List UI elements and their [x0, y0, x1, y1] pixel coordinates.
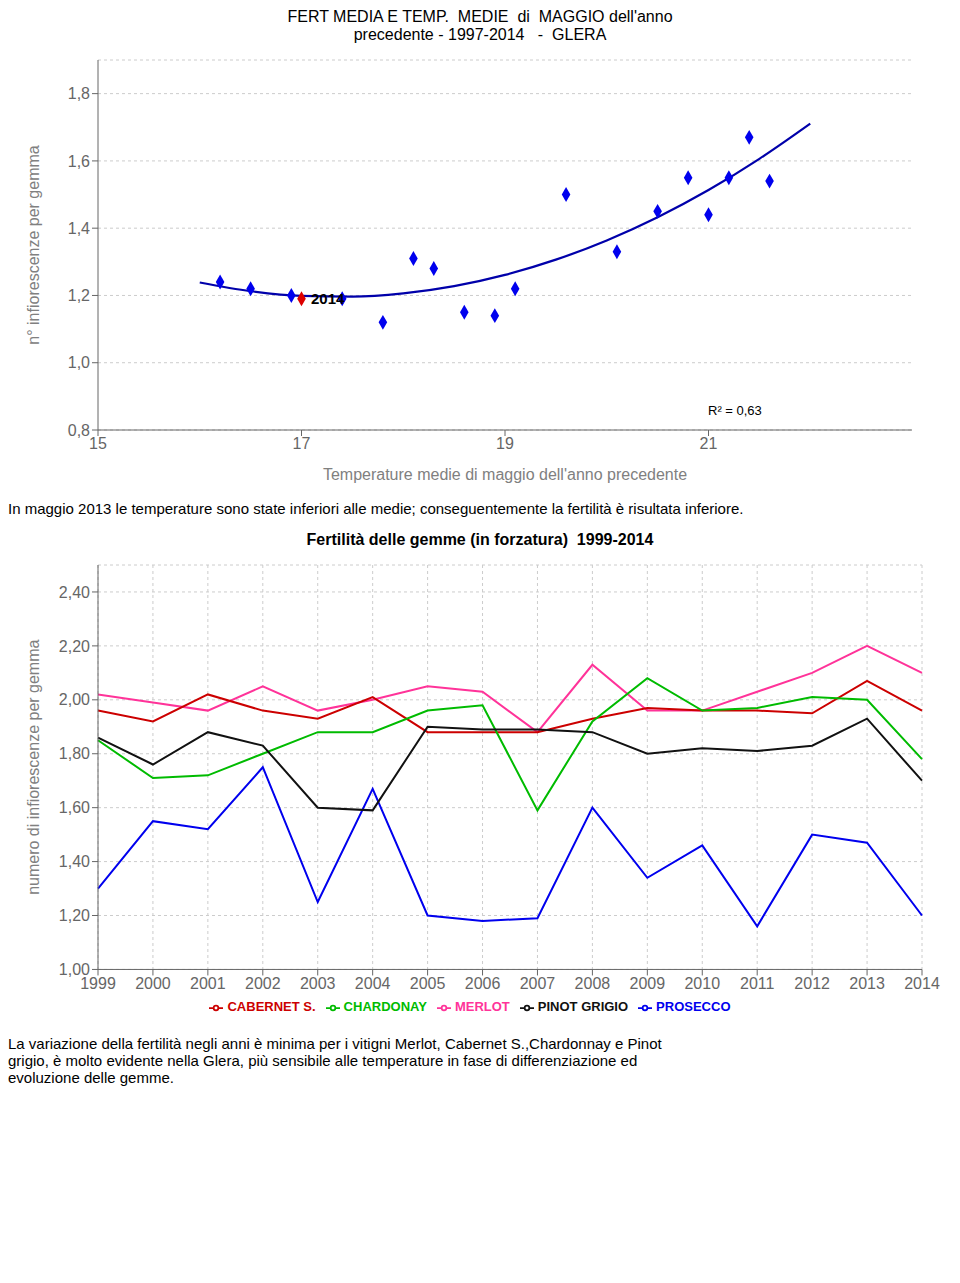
svg-text:2004: 2004: [355, 975, 391, 992]
svg-text:2014: 2014: [311, 290, 345, 307]
svg-text:2006: 2006: [465, 975, 501, 992]
html-text:CHARDONAY: CHARDONAY: [343, 999, 427, 1015]
svg-text:2003: 2003: [300, 975, 336, 992]
svg-text:1,2: 1,2: [68, 287, 90, 304]
svg-text:1,4: 1,4: [68, 220, 90, 237]
svg-text:2,00: 2,00: [59, 691, 90, 708]
svg-text:21: 21: [700, 435, 718, 452]
svg-text:2,20: 2,20: [59, 638, 90, 655]
svg-text:2013: 2013: [849, 975, 885, 992]
svg-text:15: 15: [89, 435, 107, 452]
html-text:precedente - 1997-2014 - GLERA: precedente - 1997-2014 - GLERA: [353, 26, 607, 43]
svg-text:2001: 2001: [190, 975, 226, 992]
html-text:PROSECCO: PROSECCO: [656, 999, 731, 1015]
svg-text:1,40: 1,40: [59, 853, 90, 870]
svg-text:1,0: 1,0: [68, 354, 90, 371]
svg-text:0,8: 0,8: [68, 422, 90, 439]
svg-text:2014: 2014: [904, 975, 940, 992]
svg-text:2010: 2010: [684, 975, 720, 992]
svg-text:2008: 2008: [575, 975, 611, 992]
html-text:FERT MEDIA E TEMP. MEDIE di MA: FERT MEDIA E TEMP. MEDIE di MAGGIO dell'…: [287, 8, 673, 25]
svg-text:1,00: 1,00: [59, 961, 90, 978]
html-text:CABERNET S.: CABERNET S.: [227, 999, 316, 1015]
svg-text:2007: 2007: [520, 975, 556, 992]
html-text:In maggio 2013 le temperature: In maggio 2013 le temperature sono state…: [8, 500, 744, 517]
svg-text:1,8: 1,8: [68, 85, 90, 102]
svg-text:2012: 2012: [794, 975, 830, 992]
svg-text:2002: 2002: [245, 975, 281, 992]
html-text:MERLOT: MERLOT: [454, 999, 510, 1015]
svg-text:numero di infiorescenze per ge: numero di infiorescenze per gemma: [25, 640, 42, 895]
svg-text:2009: 2009: [630, 975, 666, 992]
html-text:R² = 0,63: R² = 0,63: [708, 403, 762, 418]
html-text:La variazione della fertilità: La variazione della fertilità negli anni…: [8, 1035, 662, 1086]
svg-text:17: 17: [293, 435, 311, 452]
svg-text:Temperature medie di maggio de: Temperature medie di maggio dell'anno pr…: [323, 466, 687, 483]
svg-text:2005: 2005: [410, 975, 446, 992]
svg-text:1,6: 1,6: [68, 153, 90, 170]
svg-text:1,20: 1,20: [59, 907, 90, 924]
html-text:Fertilità delle gemme (in forz: Fertilità delle gemme (in forzatura) 199…: [306, 531, 654, 548]
svg-text:n° infiorescenze per gemma: n° infiorescenze per gemma: [25, 145, 42, 344]
svg-text:2,40: 2,40: [59, 584, 90, 601]
svg-text:2011: 2011: [740, 975, 775, 992]
svg-text:1,80: 1,80: [59, 745, 90, 762]
svg-text:1999: 1999: [80, 974, 116, 992]
html-text:PINOT GRIGIO: PINOT GRIGIO: [537, 999, 629, 1015]
svg-text:19: 19: [496, 435, 514, 452]
svg-text:2000: 2000: [135, 975, 171, 992]
svg-text:1,60: 1,60: [59, 799, 90, 816]
